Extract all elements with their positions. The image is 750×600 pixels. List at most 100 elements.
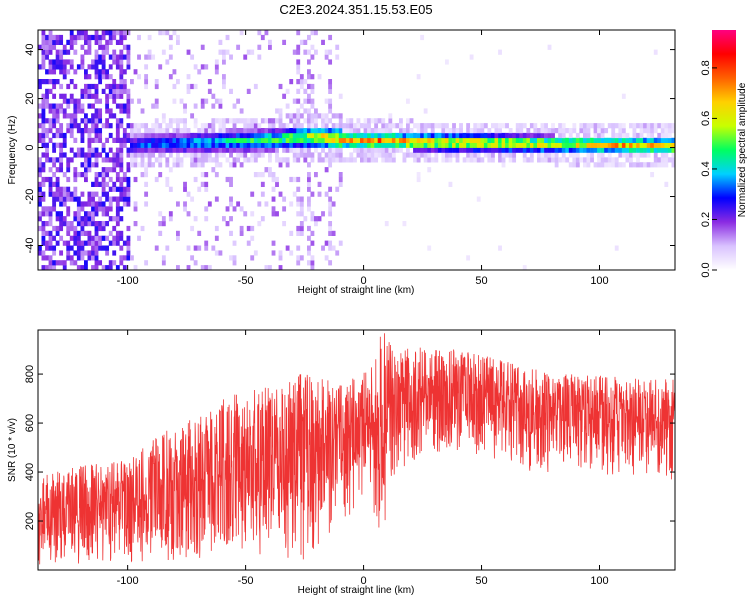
spectrogram-cell [572, 152, 577, 158]
spectrogram-cell [455, 137, 460, 143]
spectrogram-cell [151, 152, 156, 158]
spectrogram-cell [48, 167, 53, 173]
spectrogram-cell [565, 137, 570, 143]
spectrogram-cell [94, 108, 99, 114]
spectrogram-cell [321, 245, 325, 251]
spectrogram-cell [98, 172, 103, 178]
spectrogram-cell [66, 245, 71, 251]
spectrogram-cell [522, 123, 527, 129]
spectrogram-cell [476, 196, 481, 202]
spectrogram-cell [370, 157, 375, 163]
spectrogram-cell [179, 118, 184, 124]
spectrogram-cell [374, 147, 379, 153]
spectrogram-cell [225, 128, 230, 134]
spectrogram-cell [526, 147, 531, 153]
spectrogram-cell [303, 88, 308, 94]
spectrogram-cell [101, 201, 106, 207]
spectrogram-cell [384, 142, 389, 148]
spectrogram-cell [307, 74, 311, 80]
snr-y-axis-label: SNR (10 * v/v) [7, 418, 18, 482]
x-tick-label: 50 [475, 575, 487, 587]
spectrogram-cell [211, 128, 216, 134]
spectrogram-cell [101, 265, 106, 270]
spectrogram-cell [374, 132, 379, 139]
spectrogram-cell [671, 147, 675, 153]
spectrogram-cell [289, 132, 294, 139]
spectrogram-cell [236, 147, 241, 153]
spectrogram-cell [583, 162, 587, 168]
spectrogram-cell [133, 157, 138, 163]
spectrogram-cell [140, 225, 145, 232]
spectrogram-cell [52, 196, 57, 202]
spectrogram-cell [505, 123, 509, 129]
spectrogram-cell [87, 88, 92, 94]
spectrogram-cell [119, 191, 124, 197]
spectrogram-cell [243, 137, 248, 143]
spectrogram-cell [253, 83, 258, 90]
spectrogram-cell [307, 98, 311, 104]
spectrogram-cell [55, 191, 60, 197]
spectrogram-cell [84, 152, 88, 158]
spectrogram-cell [45, 118, 49, 124]
spectrogram-cell [561, 132, 566, 139]
spectrogram-cell [101, 64, 106, 70]
spectrogram-cell [225, 137, 230, 143]
spectrogram-cell [469, 128, 474, 134]
spectrogram-cell [84, 113, 88, 119]
spectrogram-cell [519, 137, 524, 143]
spectrogram-cell [69, 59, 74, 65]
spectrogram-cell [84, 172, 88, 178]
spectrogram-cell [38, 225, 42, 232]
spectrogram-cell [176, 230, 180, 236]
spectrogram-cell [122, 103, 127, 109]
spectrogram-cell [314, 132, 318, 139]
spectrogram-cell [282, 137, 287, 143]
spectrogram-cell [257, 152, 262, 158]
spectrogram-cell [112, 152, 117, 158]
spectrogram-cell [41, 59, 46, 65]
spectrogram-cell [402, 128, 407, 134]
spectrogram-cell [498, 245, 502, 251]
spectrogram-cell [158, 123, 163, 129]
spectrogram-cell [260, 118, 265, 124]
spectrogram-cell [384, 128, 389, 134]
spectrogram-cell [547, 132, 552, 139]
spectrogram-cell [207, 132, 212, 139]
spectrogram-cell [498, 157, 502, 163]
spectrogram-x-ticks: -100 -50 0 50 100 [117, 30, 609, 287]
spectrogram-cell [52, 39, 57, 45]
spectrogram-cell [94, 225, 99, 232]
spectrogram-cell [583, 123, 587, 129]
spectrogram-cell [501, 162, 506, 168]
spectrogram-cell [246, 225, 251, 232]
spectrogram-cell [650, 162, 655, 168]
spectrogram-cell [278, 255, 283, 261]
spectrogram-cell [158, 147, 163, 153]
spectrogram-cell [395, 147, 400, 153]
spectrogram-cell [122, 176, 127, 183]
spectrogram-cell [264, 128, 269, 134]
spectrogram-cell [87, 240, 92, 246]
spectrogram-cell [91, 181, 95, 187]
spectrogram-cell [218, 162, 223, 168]
spectrogram-cell [62, 64, 67, 70]
spectrogram-cell [126, 167, 131, 173]
spectrogram-cell [172, 128, 177, 134]
spectrogram-cell [45, 265, 49, 270]
spectrogram-cell [48, 216, 53, 222]
spectrogram-cell [614, 147, 619, 153]
spectrogram-cell [547, 147, 552, 153]
spectrogram-cell [292, 113, 297, 119]
spectrogram-cell [243, 157, 248, 163]
spectrogram-cell [660, 142, 665, 148]
spectrogram-cell [307, 152, 311, 158]
spectrogram-cell [108, 108, 113, 114]
spectrogram-cell [94, 245, 99, 251]
spectrogram-cell [551, 157, 555, 163]
spectrogram-cell [48, 240, 53, 246]
spectrogram-cell [119, 39, 124, 45]
spectrogram-cell [416, 172, 421, 178]
spectrogram-cell [119, 69, 124, 75]
spectrogram-cell [324, 113, 329, 119]
spectrogram-cell [98, 196, 103, 202]
